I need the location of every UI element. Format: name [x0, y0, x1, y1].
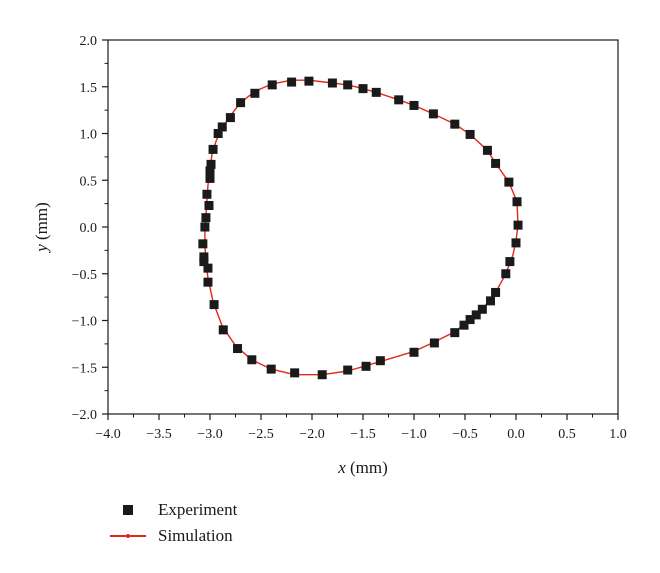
experiment-point	[343, 365, 353, 375]
experiment-point	[198, 239, 208, 249]
experiment-point	[250, 88, 260, 98]
experiment-point	[429, 338, 439, 348]
x-tick-label: −1.0	[401, 427, 426, 442]
y-tick-label: 2.0	[80, 34, 98, 49]
experiment-point	[304, 76, 314, 86]
experiment-point	[199, 252, 209, 262]
legend-label-experiment: Experiment	[158, 500, 238, 519]
experiment-point	[202, 189, 212, 199]
y-tick-label: 0.5	[80, 174, 98, 189]
legend-label-simulation: Simulation	[158, 526, 233, 545]
x-tick-label: −1.5	[350, 427, 375, 442]
experiment-point	[290, 368, 300, 378]
experiment-point	[512, 197, 522, 207]
experiment-point	[327, 78, 337, 88]
experiment-point	[201, 213, 211, 223]
experiment-point	[450, 119, 460, 129]
experiment-point	[409, 100, 419, 110]
experiment-point	[204, 200, 214, 210]
square-marker-icon	[108, 500, 148, 520]
experiment-point	[394, 95, 404, 105]
y-tick-label: −1.5	[72, 361, 97, 376]
y-tick-label: −2.0	[72, 408, 97, 423]
x-axis-title: x (mm)	[337, 458, 388, 477]
experiment-point	[217, 122, 227, 132]
experiment-point	[409, 347, 419, 357]
experiment-point	[209, 300, 219, 310]
experiment-point	[218, 325, 228, 335]
x-tick-label: 1.0	[609, 427, 627, 442]
experiment-point	[213, 129, 223, 138]
x-tick-label: −3.0	[197, 427, 222, 442]
experiment-point	[465, 129, 475, 139]
line-marker-icon	[108, 526, 148, 546]
experiment-point	[482, 145, 492, 155]
experiment-point	[505, 257, 515, 267]
experiment-point	[465, 315, 475, 325]
experiment-point	[486, 296, 495, 306]
x-axis-ticks: −4.0 −3.5 −3.0 −2.5 −2.0 −1.5 −1.0 −0.5 0.0 0.5 1.…	[95, 414, 627, 442]
series-layer	[198, 76, 523, 380]
experiment-point	[428, 109, 438, 119]
experiment-point	[199, 257, 209, 267]
experiment-point	[317, 370, 327, 380]
experiment-point	[343, 80, 353, 90]
experiment-point	[491, 158, 501, 168]
experiment-point	[375, 356, 385, 366]
experiment-point	[371, 87, 381, 97]
plot-area-frame	[107, 39, 619, 415]
legend-item-simulation: Simulation	[108, 523, 237, 549]
experiment-point	[266, 364, 276, 374]
experiment-point	[247, 355, 257, 365]
experiment-point	[491, 287, 501, 297]
experiment-point	[200, 222, 210, 232]
experiment-point	[477, 304, 487, 314]
experiment-point	[205, 166, 215, 176]
x-tick-label: −4.0	[95, 427, 120, 442]
x-tick-label: 0.5	[558, 427, 576, 442]
experiment-point	[203, 263, 213, 273]
experiment-point	[208, 144, 218, 154]
experiment-point	[450, 328, 460, 338]
experiment-point	[225, 113, 235, 123]
y-tick-label: 0.0	[80, 221, 98, 236]
y-tick-label: 1.5	[80, 81, 98, 96]
experiment-point	[358, 84, 368, 94]
experiment-point	[287, 77, 297, 87]
x-tick-label: −2.0	[299, 427, 324, 442]
experiment-point	[361, 361, 371, 371]
experiment-point	[206, 159, 216, 169]
experiment-point	[236, 98, 246, 108]
y-axis-title: y (mm)	[32, 202, 51, 254]
simulation-curve	[204, 79, 519, 376]
y-axis-ticks: −2.0 −1.5 −1.0 −0.5 0.0 0.5 1.0 1.5 2.0	[72, 34, 108, 423]
experiment-point	[459, 320, 469, 330]
experiment-point	[203, 277, 213, 287]
legend: Experiment Simulation	[108, 497, 237, 549]
y-tick-label: −1.0	[72, 315, 97, 330]
x-tick-label: −2.5	[248, 427, 273, 442]
x-tick-label: −3.5	[146, 427, 171, 442]
experiment-point	[233, 344, 243, 354]
x-tick-label: −0.5	[452, 427, 477, 442]
y-tick-label: 1.0	[80, 128, 98, 143]
y-tick-label: −0.5	[72, 268, 97, 283]
experiment-point	[511, 238, 521, 248]
experiment-point	[267, 80, 277, 90]
x-tick-label: 0.0	[507, 427, 525, 442]
experiment-point	[504, 177, 514, 187]
legend-item-experiment: Experiment	[108, 497, 237, 523]
experiment-point	[205, 173, 215, 183]
experiment-point	[501, 269, 511, 279]
experiment-point	[471, 310, 481, 320]
experiment-point	[513, 220, 523, 230]
